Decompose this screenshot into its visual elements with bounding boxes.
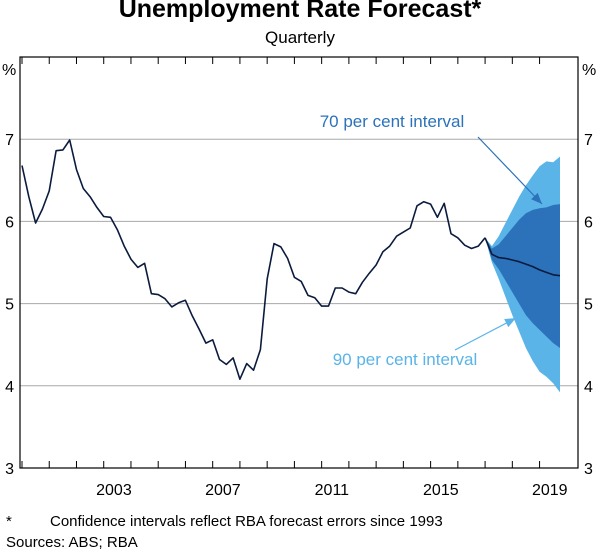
x-tick-label-2007: 2007: [205, 482, 241, 499]
x-tick-label-2011: 2011: [315, 482, 350, 499]
y-tick-label-left-5: 5: [5, 297, 14, 314]
footnote-marker: *: [6, 513, 12, 530]
y-tick-label-left-6: 6: [5, 214, 14, 231]
x-tick-label-2019: 2019: [532, 482, 568, 499]
footnote-text: Confidence intervals reflect RBA forecas…: [50, 513, 443, 530]
footnote-confidence: * Confidence intervals reflect RBA foreca…: [6, 512, 443, 531]
x-tick-label-2015: 2015: [423, 482, 459, 499]
arrow-70-per-cent-shaft: [477, 136, 543, 205]
y-tick-label-right-4: 4: [584, 379, 593, 396]
annotation-90-per-cent: 90 per cent interval: [333, 350, 478, 369]
arrow-90-per-cent-shaft: [454, 317, 517, 351]
annotation-70-per-cent: 70 per cent interval: [320, 112, 465, 131]
plot-frame: [19, 56, 579, 469]
series-line-unemployment-rate: [21, 139, 486, 380]
x-tick-label-2003: 2003: [96, 482, 132, 499]
y-axis-label-right: %: [582, 62, 596, 79]
y-tick-label-left-3: 3: [5, 461, 14, 478]
y-tick-label-right-6: 6: [584, 214, 593, 231]
chart-title: Unemployment Rate Forecast*: [118, 0, 482, 23]
y-tick-label-left-7: 7: [5, 132, 14, 149]
y-axis-label-left: %: [2, 62, 16, 79]
y-tick-label-right-5: 5: [584, 297, 593, 314]
arrow-90-per-cent-head: [504, 318, 516, 328]
y-tick-label-right-3: 3: [584, 461, 593, 478]
footnote-sources: Sources: ABS; RBA: [6, 534, 138, 551]
arrow-70-per-cent-head: [531, 192, 542, 204]
y-tick-label-right-7: 7: [584, 132, 593, 149]
series-line-central-forecast: [484, 237, 561, 277]
band-70-per-cent: [485, 204, 560, 348]
y-tick-label-left-4: 4: [5, 379, 14, 396]
chart-subtitle: Quarterly: [265, 28, 335, 47]
